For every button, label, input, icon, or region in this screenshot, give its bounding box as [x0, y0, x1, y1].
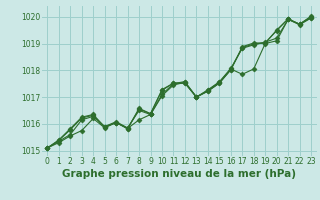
X-axis label: Graphe pression niveau de la mer (hPa): Graphe pression niveau de la mer (hPa)	[62, 169, 296, 179]
